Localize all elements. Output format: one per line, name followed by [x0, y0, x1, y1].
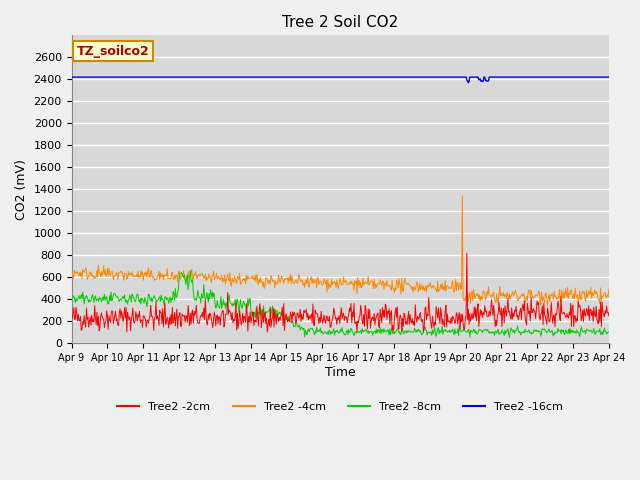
X-axis label: Time: Time: [324, 365, 356, 379]
Title: Tree 2 Soil CO2: Tree 2 Soil CO2: [282, 15, 398, 30]
Legend: Tree2 -2cm, Tree2 -4cm, Tree2 -8cm, Tree2 -16cm: Tree2 -2cm, Tree2 -4cm, Tree2 -8cm, Tree…: [113, 398, 568, 417]
Text: TZ_soilco2: TZ_soilco2: [77, 45, 150, 58]
Y-axis label: CO2 (mV): CO2 (mV): [15, 159, 28, 220]
